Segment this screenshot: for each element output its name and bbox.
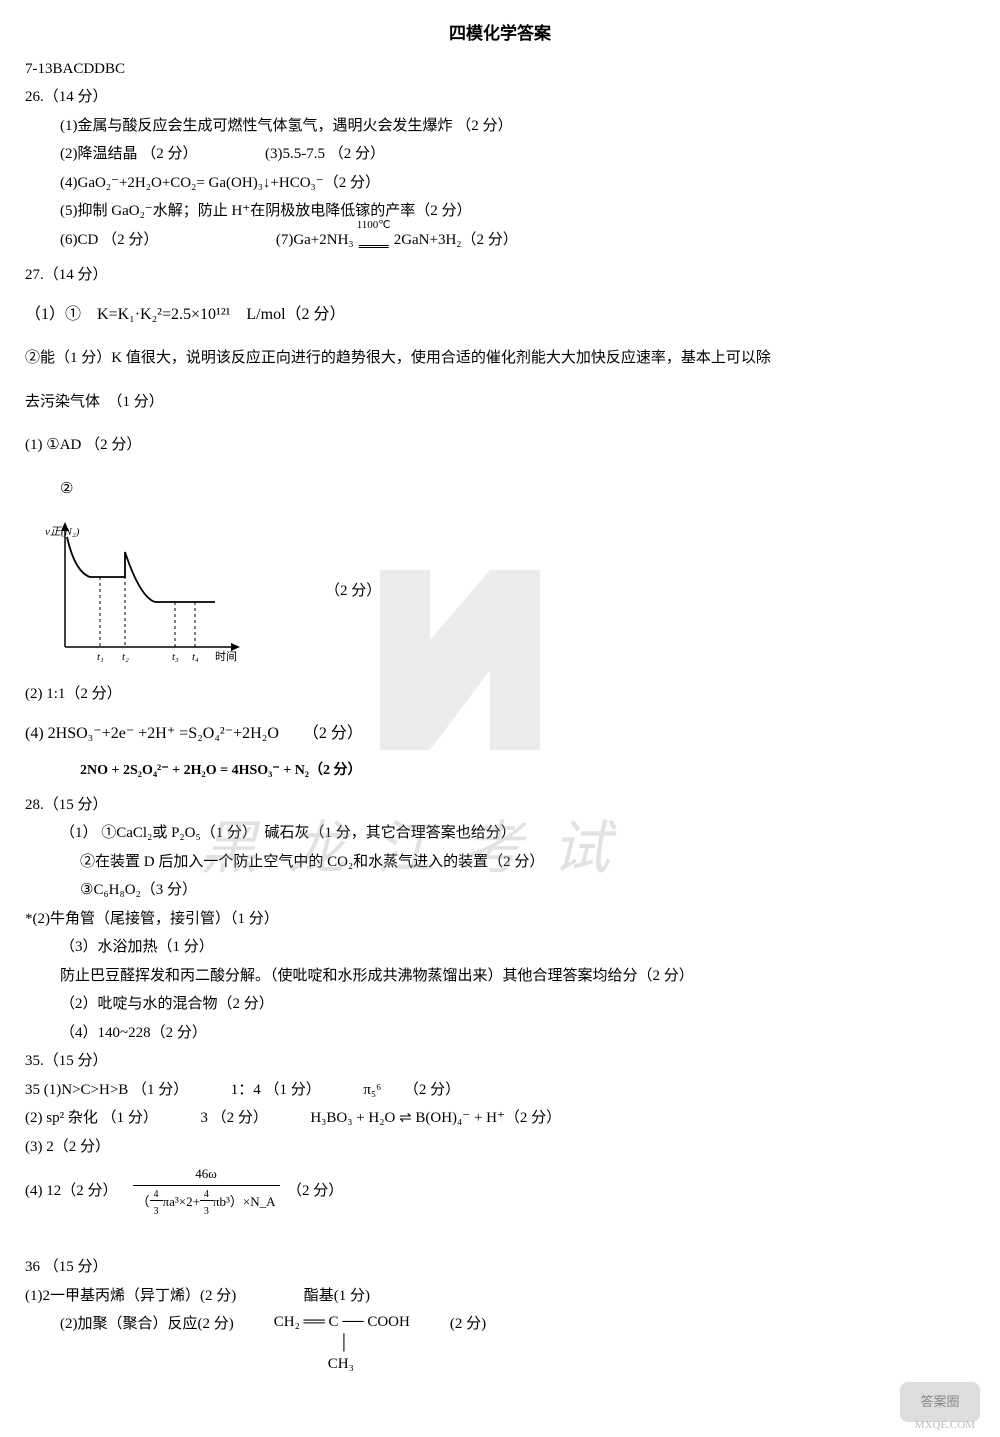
q35-p4-score: （2 分） xyxy=(287,1183,343,1199)
q35-header: 35.（15 分） xyxy=(25,1049,975,1075)
q28-p4: （4）140~228（2 分） xyxy=(25,1021,975,1047)
svg-text:t₃: t₃ xyxy=(172,651,179,663)
q35-p4: (4) 12（2 分） 46ω （43πa³×2+43πb³）×N_A （2 分… xyxy=(25,1163,975,1220)
svg-text:时间: 时间 xyxy=(215,650,237,663)
q35-p1: 35 (1)N>C>H>B （1 分） 1：4 （1 分） π₅⁶ （2 分） xyxy=(25,1078,975,1104)
q36-p1a: (1)2一甲基丙烯（异丁烯）(2 分) xyxy=(25,1288,236,1304)
q27-p4a: (4) 2HSO₃⁻+2e⁻ +2H⁺ =S₂O₄²⁻+2H₂O （2 分） xyxy=(25,720,975,747)
q26-p1: (1)金属与酸反应会生成可燃性气体氢气，遇明火会发生爆炸 （2 分） xyxy=(25,114,975,140)
q35-p1a: 35 (1)N>C>H>B （1 分） xyxy=(25,1082,188,1098)
svg-text:t₄: t₄ xyxy=(192,651,199,663)
q36-p2: (2)加聚（聚合）反应(2 分) CH₂ ══ C ── COOH │ CH₃ … xyxy=(25,1312,975,1375)
q28-p3b: 防止巴豆醛挥发和丙二酸分解。（使吡啶和水形成共沸物蒸馏出来）其他合理答案均给分（… xyxy=(25,964,975,990)
q27-p1-2a: ②能（1 分）K 值很大，说明该反应正向进行的趋势很大，使用合适的催化剂能大大加… xyxy=(25,346,975,372)
fraction: 46ω （43πa³×2+43πb³）×N_A xyxy=(133,1163,280,1220)
q35-p1c: π₅⁶ （2 分） xyxy=(363,1082,460,1098)
q35-p4-pre: (4) 12（2 分） xyxy=(25,1183,118,1199)
q26-p6b-post: 2GaN+3H₂（2 分） xyxy=(394,232,518,248)
q27-p2-circle: ② xyxy=(25,477,975,503)
q27-p4b: 2NO + 2S₂O₄²⁻ + 2H₂O = 4HSO₃⁻ + N₂（2 分） xyxy=(25,759,975,783)
q27-p1-2b: 去污染气体 （1 分） xyxy=(25,390,975,416)
q35-p2c: H₃BO₃ + H₂O ⇌ B(OH)₄⁻ + H⁺（2 分） xyxy=(310,1110,561,1126)
q35-p3: (3) 2（2 分） xyxy=(25,1135,975,1161)
q27-header: 27.（14 分） xyxy=(25,263,975,289)
q36-p1b: 酯基(1 分) xyxy=(304,1288,370,1304)
q27-p3: (2) 1:1（2 分） xyxy=(25,682,975,708)
chart-row: t₁ t₂ t₃ t₄ 时间 v正(N₂) （2 分） xyxy=(45,517,975,667)
q28-p2-star: *(2)牛角管（尾接管，接引管）（1 分） xyxy=(25,907,975,933)
q27-p1-1: （1）① K=K₁·K₂²=2.5×10¹²¹ L/mol（2 分） xyxy=(25,301,975,328)
q26-p5: (5)抑制 GaO₂⁻水解；防止 H⁺在阴极放电降低镓的产率（2 分） xyxy=(25,199,975,225)
q36-p1: (1)2一甲基丙烯（异丁烯）(2 分) 酯基(1 分) xyxy=(25,1284,975,1310)
q35-p2a: (2) sp² 杂化 （1 分） xyxy=(25,1110,158,1126)
q26-p2b: (3)5.5-7.5 （2 分） xyxy=(265,146,385,162)
chemical-structure: CH₂ ══ C ── COOH │ CH₃ xyxy=(274,1312,410,1375)
q28-header: 28.（15 分） xyxy=(25,793,975,819)
q26-p6a: (6)CD （2 分） xyxy=(60,232,158,248)
q35-p2: (2) sp² 杂化 （1 分） 3 （2 分） H₃BO₃ + H₂O ⇌ B… xyxy=(25,1106,975,1132)
q26-p2: (2)降温结晶 （2 分） (3)5.5-7.5 （2 分） xyxy=(25,142,975,168)
q36-p2-score: (2 分) xyxy=(450,1312,486,1338)
svg-text:t₂: t₂ xyxy=(122,651,129,663)
q28-p1-2: ②在装置 D 后加入一个防止空气中的 CO₂和水蒸气进入的装置（2 分） xyxy=(25,850,975,876)
q26-p2a: (2)降温结晶 （2 分） xyxy=(60,146,198,162)
svg-text:t₁: t₁ xyxy=(97,651,104,663)
mc-answers: 7-13BACDDBC xyxy=(25,57,975,83)
q26-p6: (6)CD （2 分） (7)Ga+2NH₃1100℃ 2GaN+3H₂（2 分… xyxy=(25,228,975,254)
svg-text:v正(N₂): v正(N₂) xyxy=(45,526,80,538)
q26-header: 26.（14 分） xyxy=(25,85,975,111)
q35-p2b: 3 （2 分） xyxy=(200,1110,268,1126)
rate-chart: t₁ t₂ t₃ t₄ 时间 v正(N₂) xyxy=(45,517,245,667)
page-title: 四模化学答案 xyxy=(25,20,975,49)
chart-score: （2 分） xyxy=(325,579,381,605)
q28-p3c: （2）吡啶与水的混合物（2 分） xyxy=(25,992,975,1018)
footer-url: MXQE.COM xyxy=(915,1416,975,1435)
q28-p3: （3）水浴加热（1 分） xyxy=(25,935,975,961)
q35-p1b: 1：4 （1 分） xyxy=(231,1082,321,1098)
q27-p2: (1) ①AD （2 分） xyxy=(25,433,975,459)
q36-header: 36 （15 分） xyxy=(25,1255,975,1281)
q28-p1-3: ③C₆H₈O₂（3 分） xyxy=(25,878,975,904)
q28-p1-1: （1） ①CaCl₂或 P₂O₅（1 分） 碱石灰（1 分，其它合理答案也给分） xyxy=(25,821,975,847)
q26-p4: (4)GaO₂⁻+2H₂O+CO₂= Ga(OH)₃↓+HCO₃⁻（2 分） xyxy=(25,171,975,197)
q36-p2a: (2)加聚（聚合）反应(2 分) xyxy=(60,1312,234,1338)
reaction-arrow: 1100℃ xyxy=(354,228,394,254)
q26-p6b-pre: (7)Ga+2NH₃ xyxy=(276,232,354,248)
